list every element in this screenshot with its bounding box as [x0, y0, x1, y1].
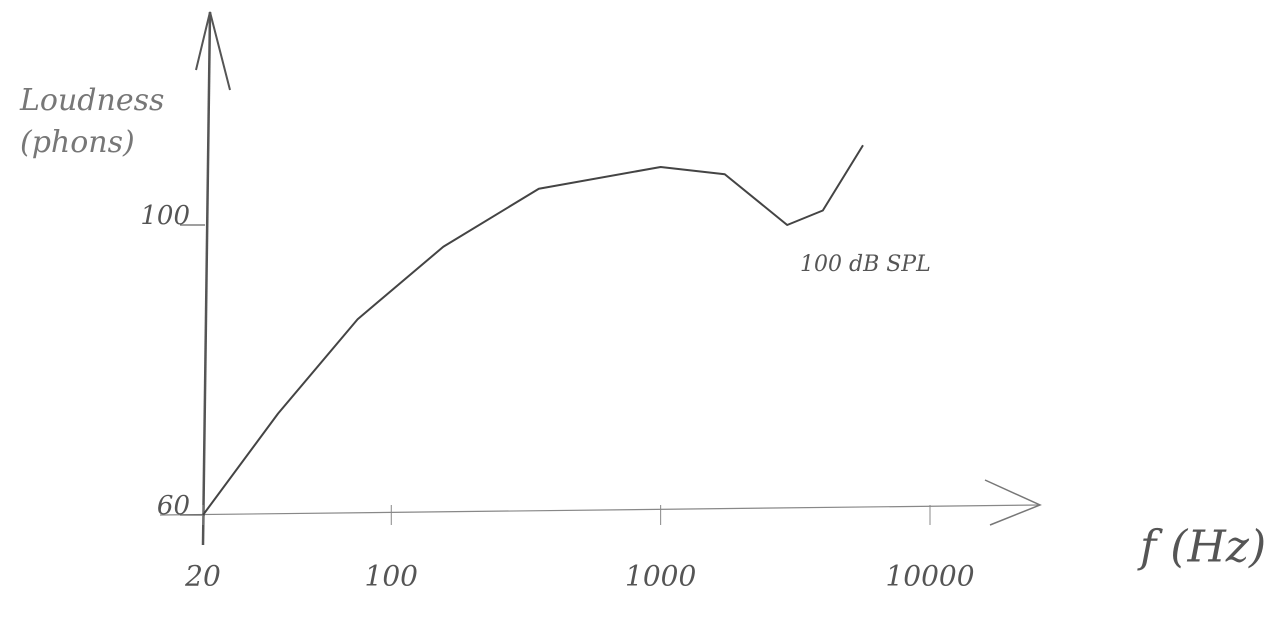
- x-tick-label: 1000: [625, 560, 696, 593]
- x-tick-label: 100: [365, 560, 418, 593]
- page: Loudness (phons) f (Hz) 100 dB SPL 60100…: [0, 0, 1273, 617]
- x-axis-arrow: [985, 480, 1040, 525]
- line: [203, 145, 863, 515]
- y-tick-label: 60: [157, 491, 190, 521]
- x-axis-label: f (Hz): [1137, 522, 1266, 573]
- chart: f (Hz) 100 dB SPL 60 100 20 100 1000 10000: [0, 0, 1273, 617]
- x-axis: [160, 505, 1040, 515]
- x-tick-label: 20: [184, 560, 221, 593]
- annotation: 100 dB SPL: [800, 252, 931, 277]
- y-axis-arrow: [196, 12, 230, 90]
- x-tick-label: 10000: [885, 560, 974, 593]
- y-tick-label: 100: [140, 201, 190, 231]
- y-axis: [203, 12, 210, 545]
